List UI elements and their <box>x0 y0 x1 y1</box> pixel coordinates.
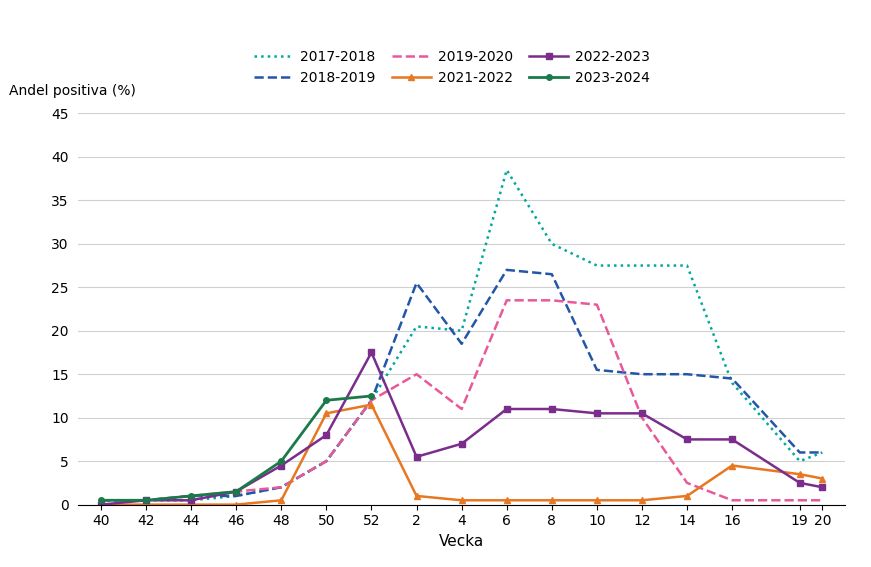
X-axis label: Vecka: Vecka <box>439 534 484 549</box>
Text: Andel positiva (%): Andel positiva (%) <box>10 84 136 98</box>
Legend: 2017-2018, 2018-2019, 2019-2020, 2021-2022, 2022-2023, 2023-2024: 2017-2018, 2018-2019, 2019-2020, 2021-20… <box>254 50 650 85</box>
